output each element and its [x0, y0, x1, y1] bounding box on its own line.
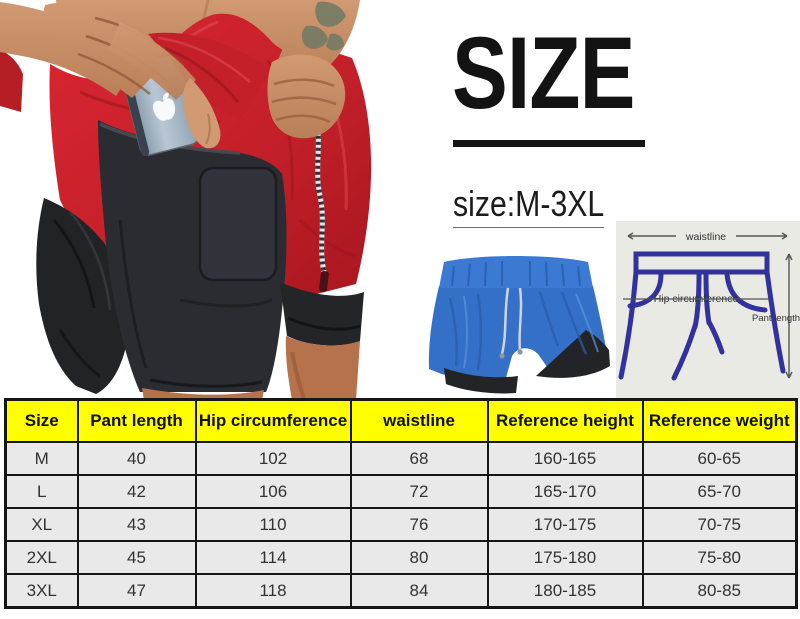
liner-pocket — [198, 166, 278, 282]
table-cell: 65-70 — [641, 474, 798, 509]
table-cell: 2XL — [4, 540, 79, 575]
table-cell: L — [4, 474, 79, 509]
table-cell: 68 — [349, 441, 489, 476]
drawcords — [500, 287, 523, 355]
column-header-pant-length: Pant length — [76, 398, 197, 443]
table-row: M 40 102 68 160-165 60-65 — [4, 441, 798, 476]
table-cell: 45 — [76, 540, 197, 575]
table-cell: 60-65 — [641, 441, 798, 476]
table-cell: 75-80 — [641, 540, 798, 575]
table-row: 2XL 45 114 80 175-180 75-80 — [4, 540, 798, 575]
table-cell: 170-175 — [486, 507, 644, 542]
liner-shorts — [98, 120, 287, 392]
column-header-ref-height: Reference height — [486, 398, 644, 443]
table-cell: M — [4, 441, 79, 476]
table-cell: 80-85 — [641, 573, 798, 609]
red-fabric-fold — [148, 32, 272, 120]
blue-shorts-photo — [420, 228, 612, 396]
size-diagram: waistline Hip circumference Pant length — [616, 221, 800, 398]
size-heading: SIZE — [452, 16, 635, 130]
liner-left — [444, 368, 518, 394]
table-cell: 114 — [194, 540, 352, 575]
tattooed-arm — [267, 0, 360, 139]
waistline-label: waistline — [685, 231, 726, 243]
table-cell: 160-165 — [486, 441, 644, 476]
shorts-outline — [618, 251, 786, 381]
table-cell: 76 — [349, 507, 489, 542]
size-heading-underline — [453, 140, 645, 147]
column-header-waistline: waistline — [349, 398, 489, 443]
column-header-size: Size — [4, 398, 79, 443]
red-shorts-left-edge — [0, 50, 23, 112]
table-cell: 70-75 — [641, 507, 798, 542]
left-leg — [142, 388, 264, 400]
waistline-measure — [627, 232, 788, 240]
table-cell: 42 — [76, 474, 197, 509]
table-cell: 165-170 — [486, 474, 644, 509]
waistband — [439, 256, 593, 288]
table-cell: 118 — [194, 573, 352, 609]
table-cell: 175-180 — [486, 540, 644, 575]
drawstring — [313, 117, 329, 293]
table-cell: 102 — [194, 441, 352, 476]
column-header-hip: Hip circumference — [194, 398, 352, 443]
hanging-fabric — [36, 198, 130, 394]
tattoo — [301, 1, 346, 51]
table-cell: 40 — [76, 441, 197, 476]
right-leg — [285, 336, 360, 400]
table-cell: 110 — [194, 507, 352, 542]
table-row: XL 43 110 76 170-175 70-75 — [4, 507, 798, 542]
table-cell: 106 — [194, 474, 352, 509]
table-row: L 42 106 72 165-170 65-70 — [4, 474, 798, 509]
table-cell: 72 — [349, 474, 489, 509]
pant-length-measure — [785, 253, 793, 379]
left-arm-hand — [0, 2, 221, 149]
pant-length-label: Pant length — [752, 313, 800, 324]
table-cell: 80 — [349, 540, 489, 575]
size-table: Size Pant length Hip circumference waist… — [4, 398, 798, 609]
liner-right — [536, 330, 610, 378]
table-cell: 47 — [76, 573, 197, 609]
column-header-ref-weight: Reference weight — [641, 398, 798, 443]
table-row: 3XL 47 118 84 180-185 80-85 — [4, 573, 798, 609]
table-cell: 180-185 — [486, 573, 644, 609]
size-range-subtitle: size:M-3XL — [453, 183, 605, 229]
apple-logo-icon — [152, 92, 176, 121]
table-cell: 84 — [349, 573, 489, 609]
thumb — [182, 78, 221, 149]
table-cell: 3XL — [4, 573, 79, 609]
table-header-row: Size Pant length Hip circumference waist… — [4, 398, 798, 443]
hero-photo — [0, 0, 440, 400]
table-cell: XL — [4, 507, 79, 542]
table-cell: 43 — [76, 507, 197, 542]
